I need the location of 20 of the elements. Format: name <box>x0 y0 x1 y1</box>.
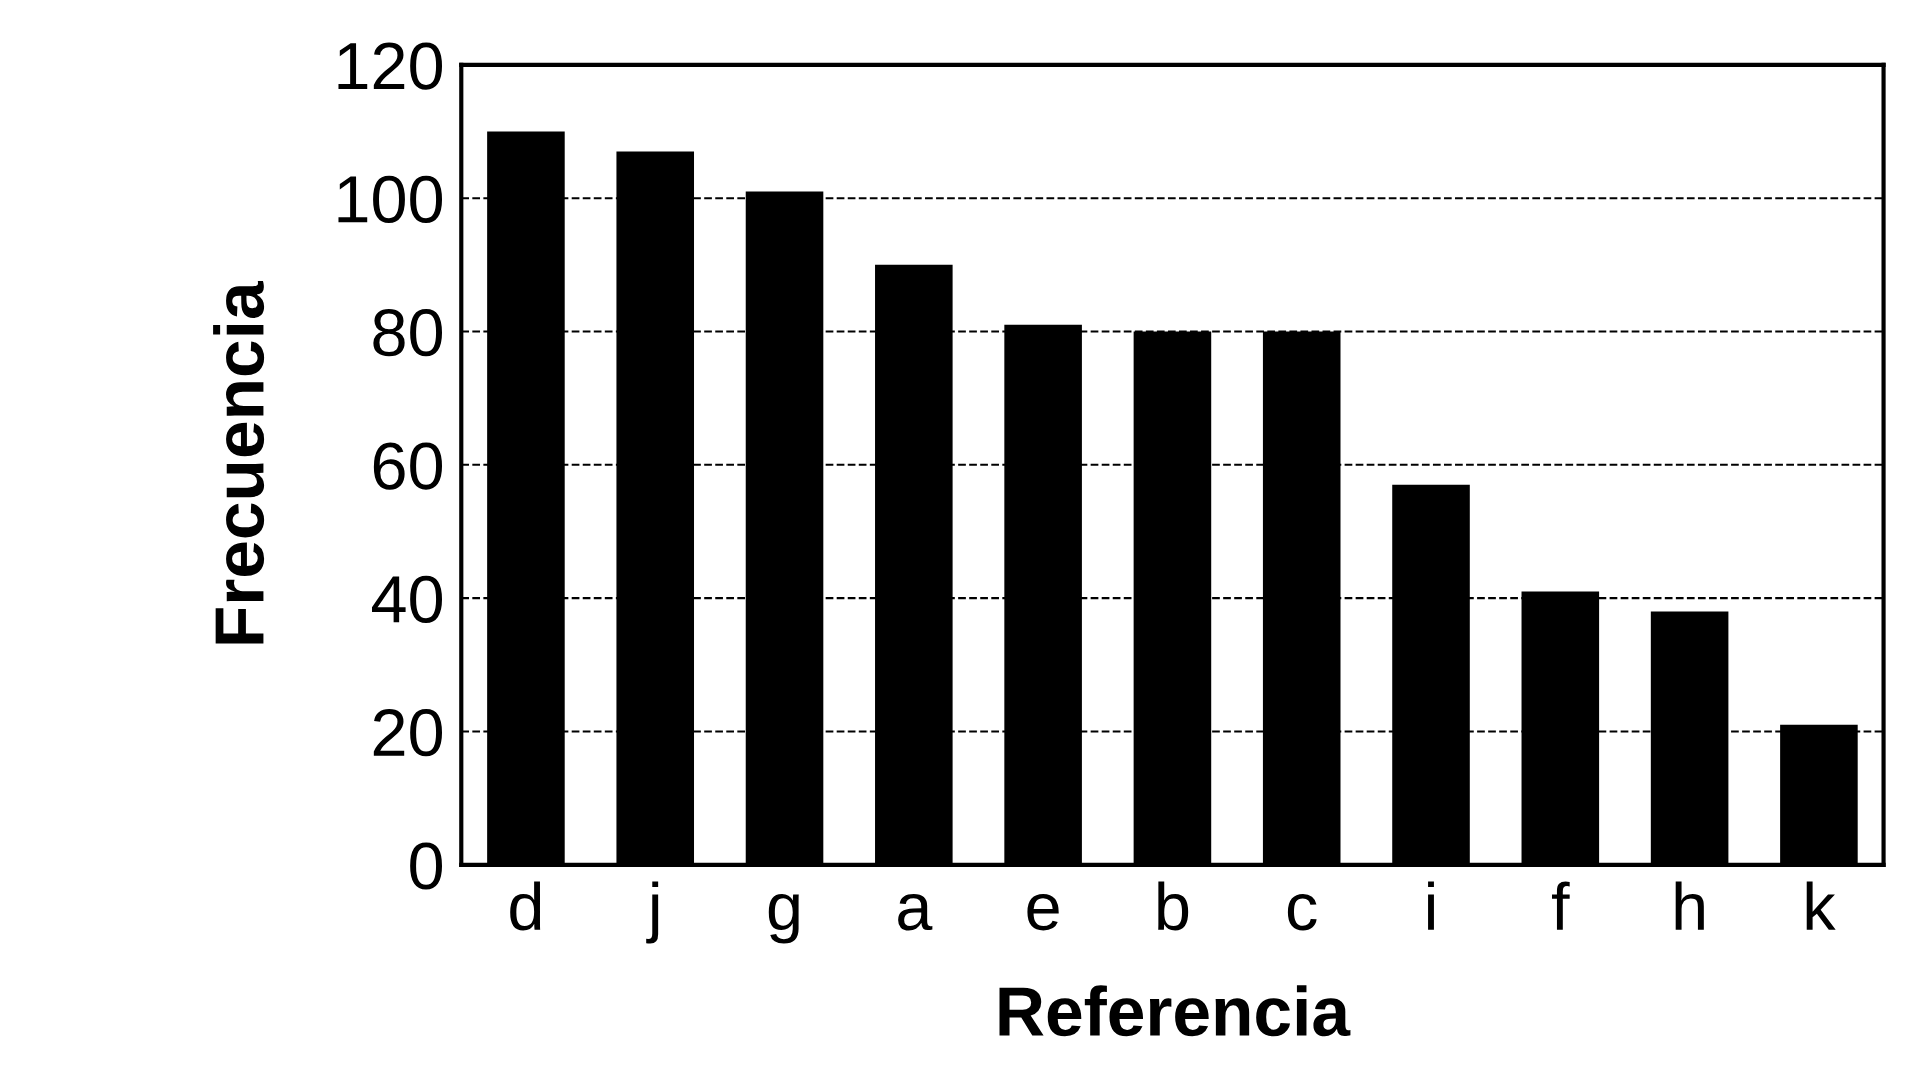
y-tick-label: 80 <box>373 309 443 357</box>
x-tick-label: i <box>1428 881 1434 930</box>
x-tick-label: b <box>1158 881 1189 931</box>
x-tick-label: e <box>1027 893 1059 931</box>
x-tick-label: a <box>898 893 933 931</box>
x-tick-label: k <box>1806 881 1836 930</box>
x-tick-label: d <box>510 881 541 931</box>
x-tick-label: j <box>646 881 659 944</box>
x-tick-label: h <box>1675 881 1704 930</box>
y-tick-label: 20 <box>373 709 443 757</box>
y-axis-title: Frecuencia <box>213 281 265 644</box>
y-tick-label: 40 <box>372 575 443 623</box>
x-tick-label: f <box>1552 881 1570 930</box>
y-tick-label: 60 <box>373 442 443 490</box>
y-tick-label: 120 <box>338 42 443 90</box>
y-tick-label: 100 <box>338 175 443 223</box>
x-axis-title: Referencia <box>999 985 1351 1037</box>
x-tick-label: c <box>1287 893 1317 931</box>
x-tick-label: g <box>768 894 799 944</box>
y-tick-label: 0 <box>410 842 443 890</box>
